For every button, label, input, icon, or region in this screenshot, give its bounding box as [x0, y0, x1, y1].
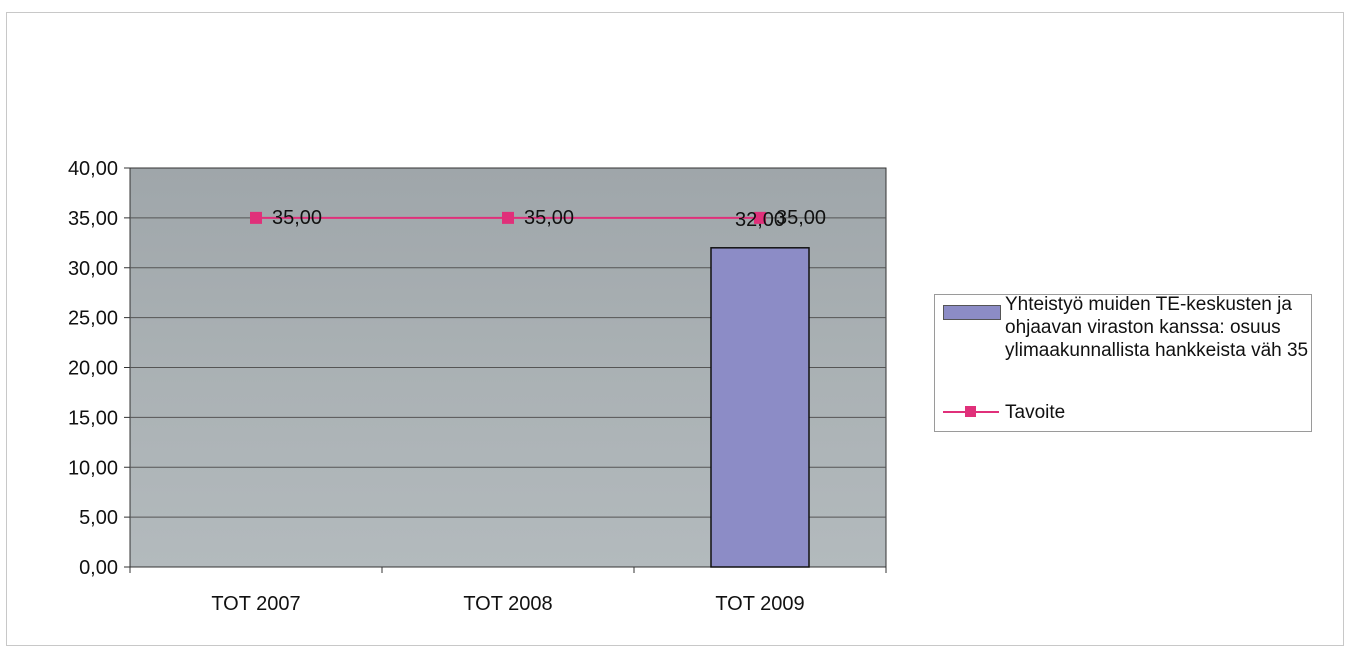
- legend-line-marker: [965, 406, 976, 417]
- line-data-label: 35,00: [524, 207, 574, 229]
- legend-bar-label: Yhteistyö muiden TE-keskusten ja ohjaava…: [1005, 294, 1309, 361]
- legend: Yhteistyö muiden TE-keskusten ja ohjaava…: [934, 294, 1312, 432]
- y-tick-label: 5,00: [79, 507, 118, 529]
- bar-series: [710, 247, 810, 568]
- legend-bar-swatch: [943, 305, 1001, 320]
- line-series: [250, 211, 766, 224]
- y-axis-ticks: 0,00 5,00 10,00 15,00 20,00 25,00 30,00 35,00 40…: [68, 158, 130, 579]
- line-data-label: 35,00: [776, 207, 826, 229]
- y-tick-label: 40,00: [68, 158, 118, 180]
- x-tick-label: TOT 2008: [463, 593, 552, 615]
- y-tick-label: 35,00: [68, 208, 118, 230]
- y-tick-label: 10,00: [68, 457, 118, 479]
- y-tick-label: 0,00: [79, 557, 118, 579]
- x-tick-label: TOT 2007: [211, 593, 300, 615]
- line-data-label: 35,00: [272, 207, 322, 229]
- bar-data-label: 32,00: [735, 209, 785, 231]
- y-tick-label: 30,00: [68, 258, 118, 280]
- y-tick-label: 15,00: [68, 407, 118, 429]
- y-tick-label: 20,00: [68, 358, 118, 380]
- x-axis-ticks: TOT 2007 TOT 2008 TOT 2009: [129, 567, 887, 615]
- tavoite-marker: [754, 211, 766, 224]
- tavoite-marker: [250, 211, 262, 224]
- y-tick-label: 25,00: [68, 308, 118, 330]
- bar: [710, 247, 810, 568]
- tavoite-marker: [502, 211, 514, 224]
- legend-line-label: Tavoite: [1005, 402, 1066, 423]
- x-tick-label: TOT 2009: [715, 593, 804, 615]
